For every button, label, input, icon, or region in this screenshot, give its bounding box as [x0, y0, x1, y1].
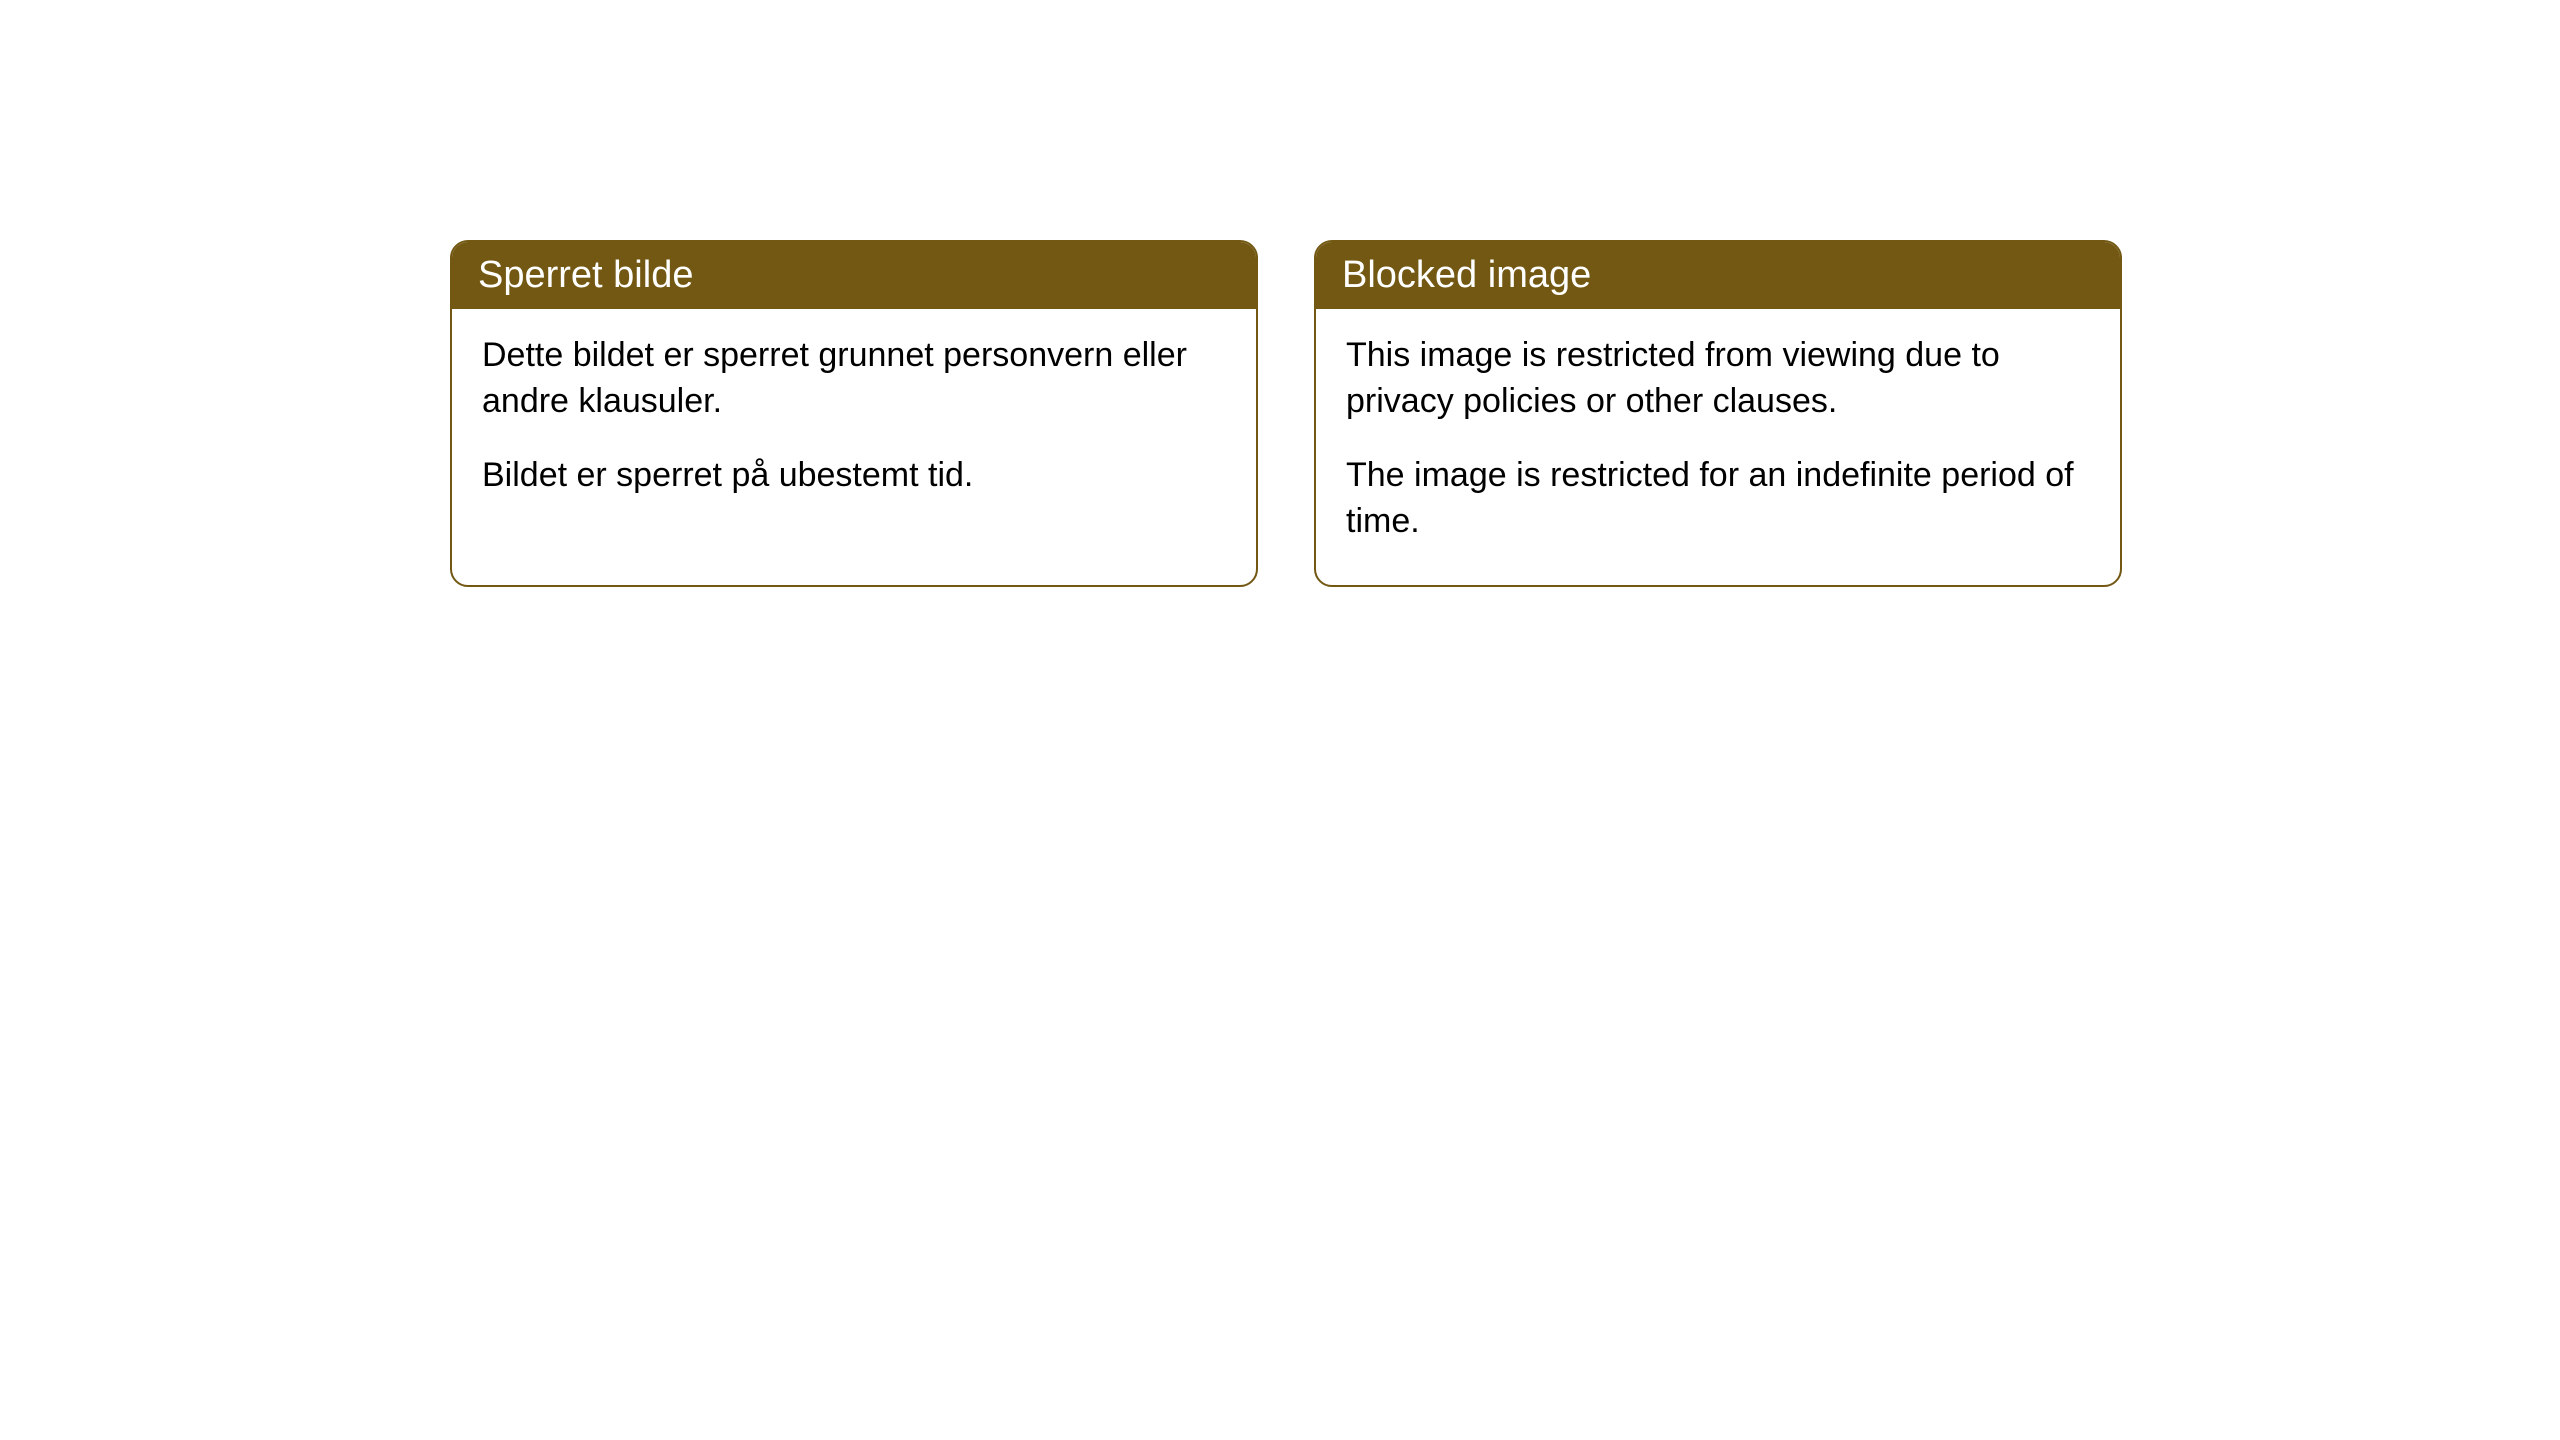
notice-cards-container: Sperret bilde Dette bildet er sperret gr…	[450, 240, 2122, 587]
notice-card-english: Blocked image This image is restricted f…	[1314, 240, 2122, 587]
card-body: Dette bildet er sperret grunnet personve…	[452, 309, 1256, 539]
card-paragraph: This image is restricted from viewing du…	[1346, 333, 2090, 425]
card-paragraph: The image is restricted for an indefinit…	[1346, 453, 2090, 545]
card-body: This image is restricted from viewing du…	[1316, 309, 2120, 585]
card-paragraph: Dette bildet er sperret grunnet personve…	[482, 333, 1226, 425]
card-header: Blocked image	[1316, 242, 2120, 309]
card-header: Sperret bilde	[452, 242, 1256, 309]
card-paragraph: Bildet er sperret på ubestemt tid.	[482, 453, 1226, 499]
notice-card-norwegian: Sperret bilde Dette bildet er sperret gr…	[450, 240, 1258, 587]
card-title: Sperret bilde	[478, 254, 693, 296]
card-title: Blocked image	[1342, 254, 1591, 296]
